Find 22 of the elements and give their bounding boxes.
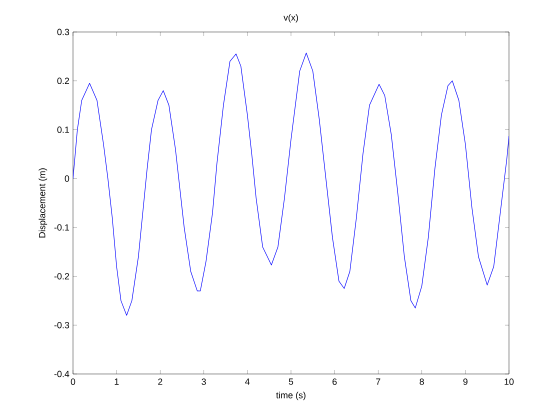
- x-tick-label: 2: [158, 378, 162, 385]
- x-axis-title: time (s): [276, 392, 306, 400]
- x-tick-label: 9: [463, 378, 468, 385]
- y-tick-label: -0.4: [54, 370, 70, 378]
- x-tick-label: 5: [288, 378, 294, 385]
- x-tick-label: 6: [332, 378, 337, 385]
- x-tick-label: 7: [376, 378, 380, 385]
- x-tick-label: 0: [70, 378, 76, 385]
- y-axis-title: Displacement (m): [38, 168, 48, 238]
- x-tick-label: 3: [202, 378, 206, 385]
- y-tick-label: -0.2: [54, 273, 70, 280]
- y-tick-label: 0: [64, 175, 70, 182]
- y-tick-label: -0.3: [54, 322, 70, 328]
- x-tick-label: 8: [420, 378, 424, 385]
- x-tick-label: 4: [245, 378, 250, 385]
- y-tick-label: -0.1: [54, 224, 70, 231]
- x-tick-label: 10: [504, 378, 514, 385]
- chart-title: v(x): [284, 14, 298, 22]
- x-tick-label: 1: [114, 378, 119, 385]
- y-tick-label: 0.3: [57, 28, 70, 36]
- y-tick-label: 0.2: [57, 78, 70, 84]
- y-tick-label: 0.1: [57, 126, 70, 133]
